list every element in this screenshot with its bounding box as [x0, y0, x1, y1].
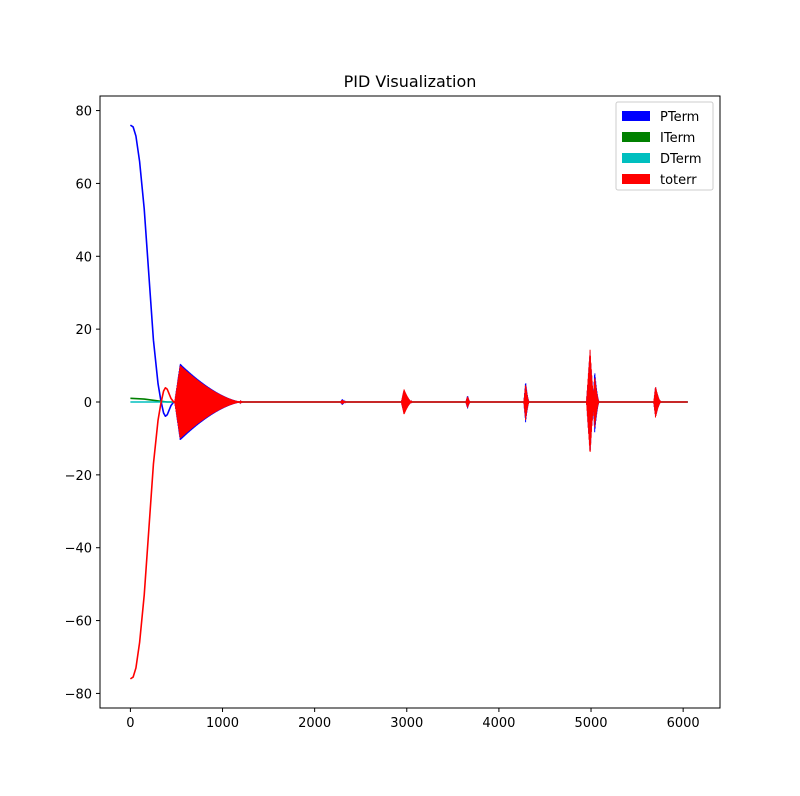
x-tick-label: 6000 — [667, 716, 700, 731]
y-tick-label: −40 — [65, 542, 92, 557]
legend-label: ITerm — [660, 131, 695, 146]
x-tick-label: 0 — [126, 716, 134, 731]
y-tick-label: 40 — [75, 250, 92, 265]
legend-swatch — [622, 111, 650, 121]
legend-box — [615, 101, 714, 191]
series-toterr — [129, 349, 688, 680]
series-line — [129, 386, 688, 680]
legend-label: toterr — [660, 173, 697, 188]
x-tick-label: 1000 — [206, 716, 239, 731]
legend-swatch — [622, 153, 650, 163]
x-tick-label: 3000 — [390, 716, 423, 731]
chart-title: PID Visualization — [344, 72, 477, 91]
series-oscillation — [592, 378, 600, 428]
y-tick-label: −20 — [65, 469, 92, 484]
x-tick-label: 2000 — [298, 716, 331, 731]
legend-swatch — [622, 174, 650, 184]
axes-layer: 0 1000 2000 3000 4000 5000 6000 −80 −60 −40 −20 0 20… — [65, 105, 700, 731]
series-line — [129, 124, 688, 418]
series-layer — [129, 124, 688, 680]
series-oscillation — [653, 387, 662, 418]
y-tick-label: 80 — [75, 105, 92, 120]
legend: PTerm ITerm DTerm toterr — [615, 101, 714, 191]
series-oscillation — [174, 365, 244, 439]
series-oscillation — [400, 389, 413, 415]
x-tick-label: 4000 — [482, 716, 515, 731]
y-tick-label: 20 — [75, 323, 92, 338]
y-tick-label: 0 — [84, 396, 92, 411]
series-oscillation — [340, 399, 346, 405]
x-tick-label: 5000 — [574, 716, 607, 731]
legend-swatch — [622, 132, 650, 142]
y-tick-label: −80 — [65, 687, 92, 702]
y-tick-label: −60 — [65, 615, 92, 630]
legend-label: DTerm — [660, 152, 702, 167]
y-tick-label: 60 — [75, 177, 92, 192]
series-oscillation — [523, 385, 530, 421]
series-oscillation — [465, 396, 471, 408]
legend-label: PTerm — [660, 110, 699, 125]
